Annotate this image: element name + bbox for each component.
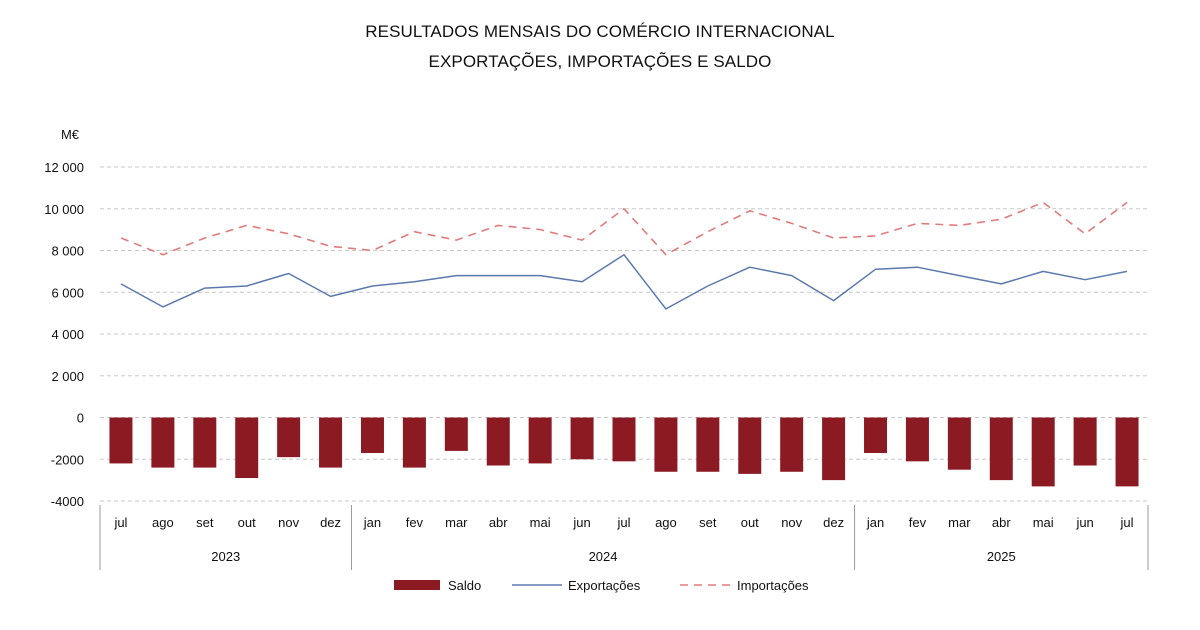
- y-tick-label: 0: [77, 411, 84, 426]
- x-tick-label: fev: [406, 515, 424, 530]
- saldo-bar: [151, 417, 175, 468]
- x-tick-label: nov: [278, 515, 299, 530]
- saldo-bar: [822, 417, 846, 481]
- x-tick-label: fev: [909, 515, 927, 530]
- saldo-bar: [989, 417, 1013, 481]
- saldo-bar: [1115, 417, 1139, 487]
- saldo-bar: [360, 417, 384, 453]
- y-tick-label: 10 000: [44, 202, 84, 217]
- saldo-bar: [109, 417, 133, 464]
- x-tick-label: jan: [363, 515, 381, 530]
- x-tick-label: jul: [113, 515, 127, 530]
- y-axis: M€ 12 000 10 000 8 000 6 000 4 000 2 000 0 -200…: [44, 127, 84, 509]
- legend-swatch-saldo: [394, 580, 440, 590]
- x-tick-label: mar: [445, 515, 468, 530]
- saldo-bar: [1031, 417, 1055, 487]
- x-tick-label: abr: [489, 515, 508, 530]
- x-tick-label: mai: [1033, 515, 1054, 530]
- x-tick-label: ago: [152, 515, 174, 530]
- chart-subtitle: EXPORTAÇÕES, IMPORTAÇÕES E SALDO: [428, 52, 772, 71]
- saldo-bar: [780, 417, 804, 472]
- legend: Saldo Exportações Importações: [394, 578, 809, 593]
- saldo-bar: [277, 417, 301, 458]
- saldo-bar: [528, 417, 552, 464]
- y-tick-label: 8 000: [51, 244, 84, 259]
- legend-label-importacoes: Importações: [737, 578, 809, 593]
- x-tick-label: out: [741, 515, 759, 530]
- x-tick-label: jun: [1075, 515, 1093, 530]
- line-series: [120, 201, 1128, 310]
- x-tick-label: mai: [530, 515, 551, 530]
- saldo-bar: [1073, 417, 1097, 466]
- x-tick-label: out: [238, 515, 256, 530]
- saldo-bar: [193, 417, 217, 468]
- x-tick-label: set: [196, 515, 214, 530]
- x-tick-label: jun: [572, 515, 590, 530]
- exportacoes-line: [120, 253, 1128, 310]
- saldo-bar: [235, 417, 259, 479]
- chart-title: RESULTADOS MENSAIS DO COMÉRCIO INTERNACI…: [365, 22, 835, 41]
- x-tick-label: jul: [616, 515, 630, 530]
- saldo-bar: [947, 417, 971, 470]
- y-tick-label: -2000: [51, 452, 84, 467]
- saldo-bar: [654, 417, 678, 472]
- x-tick-label: mar: [948, 515, 971, 530]
- x-tick-label: jan: [866, 515, 884, 530]
- saldo-bars: [109, 417, 1139, 487]
- year-label: 2023: [211, 549, 240, 564]
- saldo-bar: [738, 417, 762, 474]
- x-tick-label: nov: [781, 515, 802, 530]
- y-tick-label: 2 000: [51, 369, 84, 384]
- y-tick-label: 4 000: [51, 327, 84, 342]
- year-label: 2024: [589, 549, 618, 564]
- x-tick-label: abr: [992, 515, 1011, 530]
- y-axis-unit: M€: [61, 127, 80, 142]
- x-tick-label: dez: [320, 515, 341, 530]
- saldo-bar: [612, 417, 636, 462]
- saldo-bar: [319, 417, 343, 468]
- x-axis: jul ago set out nov dez jan fev mar abr mai jun jul a…: [99, 505, 1149, 570]
- y-tick-label: -4000: [51, 494, 84, 509]
- importacoes-line: [120, 201, 1128, 256]
- saldo-bar: [444, 417, 468, 451]
- legend-label-saldo: Saldo: [448, 578, 481, 593]
- x-tick-label: jul: [1120, 515, 1134, 530]
- x-tick-label: dez: [823, 515, 844, 530]
- saldo-bar: [570, 417, 594, 460]
- saldo-bar: [696, 417, 720, 472]
- y-tick-label: 12 000: [44, 160, 84, 175]
- year-label: 2025: [987, 549, 1016, 564]
- saldo-bar: [402, 417, 426, 468]
- saldo-bar: [486, 417, 510, 466]
- x-tick-label: set: [699, 515, 717, 530]
- x-tick-label: ago: [655, 515, 677, 530]
- y-tick-label: 6 000: [51, 285, 84, 300]
- saldo-bar: [864, 417, 888, 453]
- saldo-bar: [905, 417, 929, 462]
- legend-label-exportacoes: Exportações: [568, 578, 641, 593]
